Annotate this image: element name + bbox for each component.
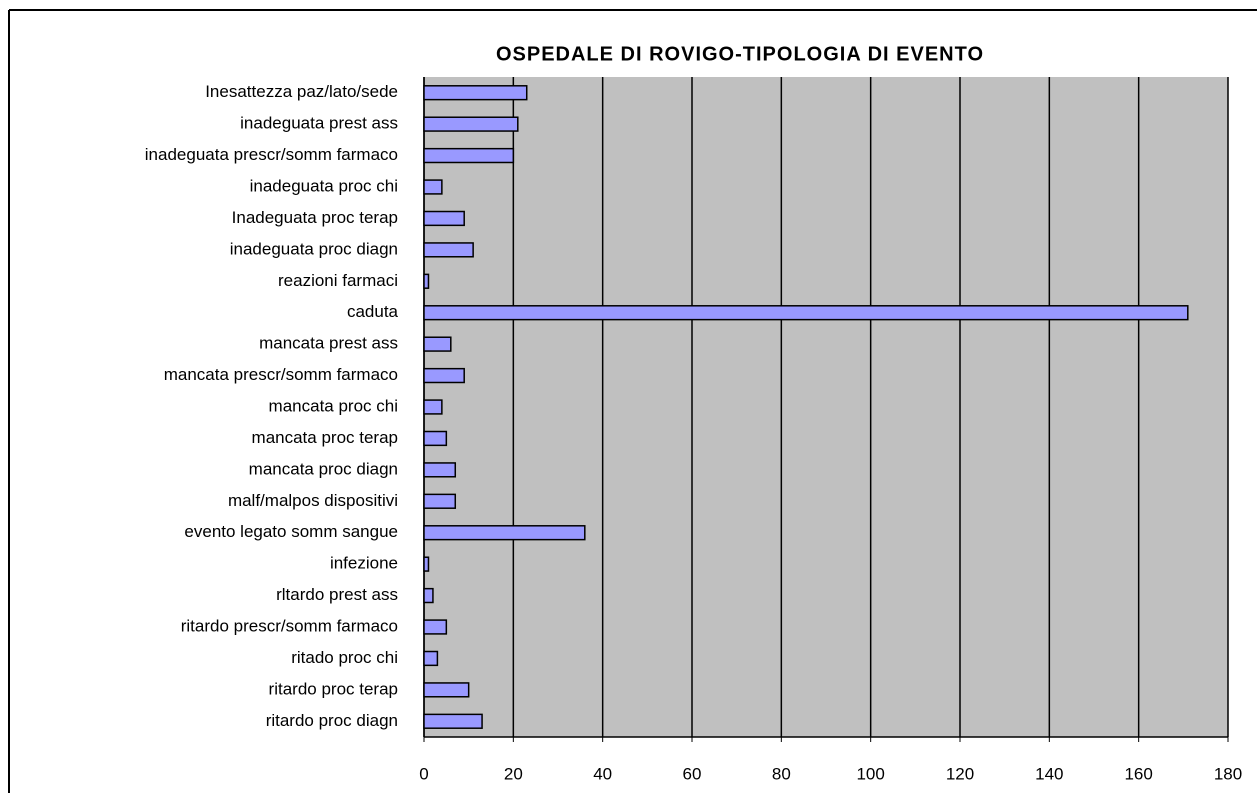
y-tick-label: caduta	[347, 302, 399, 321]
x-tick-label: 0	[419, 764, 428, 783]
bar	[423, 179, 443, 195]
bar	[423, 305, 1189, 321]
x-tick-label: 140	[1035, 764, 1063, 783]
y-tick-label: evento legato somm sangue	[184, 522, 398, 541]
y-tick-label: ritardo prescr/somm farmaco	[181, 616, 398, 635]
bar	[423, 682, 470, 698]
x-tick-label: 120	[946, 764, 974, 783]
bar	[423, 85, 528, 101]
y-tick-label: Inesattezza paz/lato/sede	[205, 82, 398, 101]
x-tick-label: 40	[593, 764, 612, 783]
bar	[423, 147, 515, 164]
bar	[423, 713, 483, 729]
bar	[423, 399, 443, 415]
bar	[423, 116, 519, 132]
bar	[423, 619, 448, 635]
bar	[423, 210, 465, 227]
plot-area	[424, 77, 1228, 737]
bar	[423, 242, 474, 258]
bar	[423, 556, 430, 572]
bar	[423, 367, 465, 384]
x-tick-label: 180	[1214, 764, 1242, 783]
chart-title: OSPEDALE DI ROVIGO-TIPOLOGIA DI EVENTO	[496, 43, 984, 65]
x-tick-label: 100	[856, 764, 884, 783]
y-tick-label: mancata prest ass	[259, 334, 398, 353]
y-tick-label: inadeguata proc chi	[250, 176, 398, 195]
y-tick-label: malf/malpos dispositivi	[228, 491, 398, 510]
y-tick-label: infezione	[330, 554, 398, 573]
y-tick-label: mancata prescr/somm farmaco	[164, 365, 398, 384]
y-tick-label: ritardo proc terap	[269, 679, 398, 698]
y-tick-label: rltardo prest ass	[276, 585, 398, 604]
y-tick-label: mancata proc terap	[252, 428, 398, 447]
bar	[423, 430, 448, 447]
y-tick-label: inadeguata prescr/somm farmaco	[145, 145, 398, 164]
x-tick-label: 80	[772, 764, 791, 783]
y-tick-label: inadeguata proc diagn	[230, 239, 398, 258]
bar	[423, 273, 430, 289]
bar	[423, 587, 434, 604]
y-tick-label: reazioni farmaci	[278, 271, 398, 290]
x-tick-label: 20	[504, 764, 523, 783]
bar	[423, 462, 457, 478]
bar	[423, 650, 439, 667]
bar	[423, 336, 452, 352]
y-tick-label: Inadeguata proc terap	[232, 208, 398, 227]
bar	[423, 493, 457, 509]
y-tick-label: inadeguata prest ass	[240, 114, 398, 133]
y-tick-label: mancata proc chi	[269, 396, 398, 415]
bar	[423, 525, 586, 541]
x-tick-label: 60	[683, 764, 702, 783]
y-tick-label: mancata proc diagn	[249, 459, 398, 478]
y-tick-label: ritardo proc diagn	[266, 711, 398, 730]
x-tick-label: 160	[1124, 764, 1152, 783]
y-tick-label: ritado proc chi	[291, 648, 398, 667]
